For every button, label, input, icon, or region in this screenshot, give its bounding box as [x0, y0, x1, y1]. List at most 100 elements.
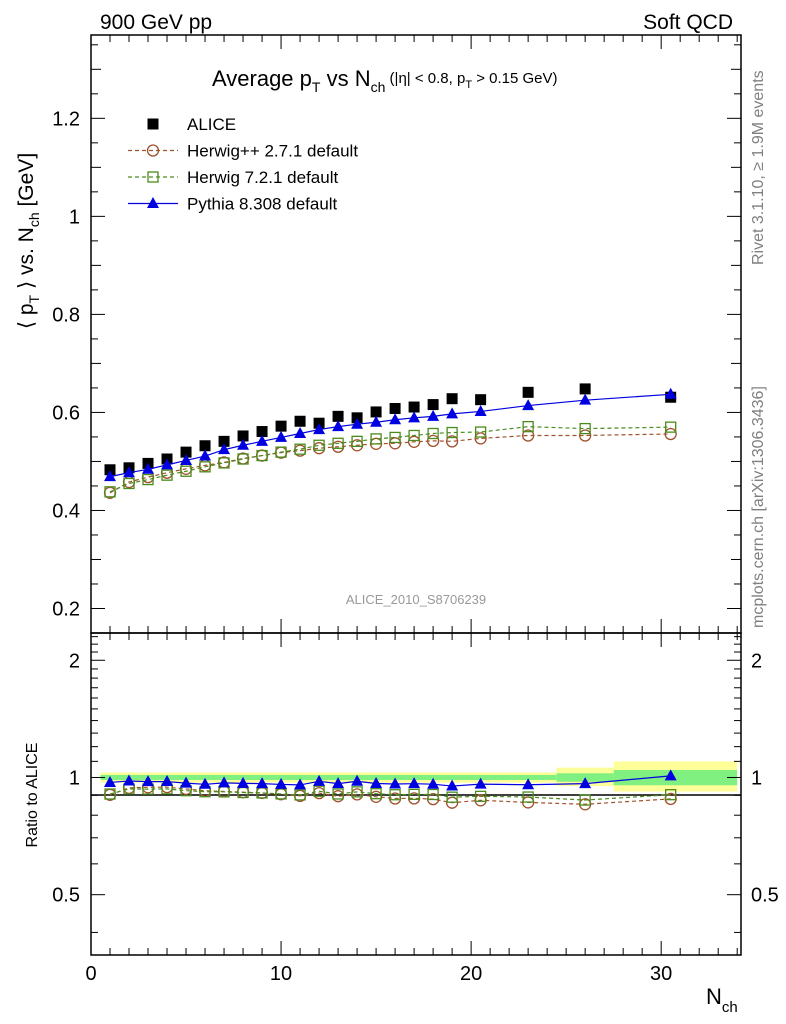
ratio-point-pythia-8-308-default — [579, 777, 592, 789]
title-sub-t: T — [312, 79, 321, 95]
data-point-herwig-7-2-1-default — [332, 437, 344, 449]
data-point-herwig-7-2-1-default — [313, 439, 325, 451]
data-point-herwig-2-7-1-default — [521, 429, 535, 442]
data-point-alice — [389, 403, 401, 415]
data-point-alice — [199, 440, 211, 452]
ratio-point-pythia-8-308-default — [408, 777, 421, 789]
axis-ticks — [90, 35, 741, 955]
tick-labels: 0 10 20 30 0.2 0.4 0.6 0.8 1 1.2 0.5 0.5 1 1 2 2 — [52, 108, 779, 985]
ratio-point-herwig-7-2-1-default — [579, 794, 591, 806]
data-point-herwig-7-2-1-default — [256, 449, 268, 462]
ratio-point-pythia-8-308-default — [237, 776, 250, 788]
data-point-pythia-8-308-default — [161, 458, 174, 470]
ratio-point-herwig-7-2-1-default — [522, 791, 534, 803]
mcplots-label: mcplots.cern.ch [arXiv:1306.3436] — [750, 386, 767, 628]
legend: ALICE Herwig++ 2.7.1 default Herwig 7.2.1 … — [128, 115, 358, 214]
data-point-herwig-7-2-1-default — [665, 421, 677, 433]
data-point-herwig-7-2-1-default — [446, 426, 458, 439]
data-point-pythia-8-308-default — [313, 423, 326, 435]
ratio-point-pythia-8-308-default — [104, 775, 117, 787]
ratio-point-pythia-8-308-default — [313, 774, 326, 786]
ratio-point-pythia-8-308-default — [389, 777, 402, 789]
ratio-point-herwig-7-2-1-default — [370, 788, 382, 800]
data-point-herwig-2-7-1-default — [426, 434, 440, 448]
ratio-point-herwig-7-2-1-default — [351, 786, 363, 798]
data-point-pythia-8-308-default — [522, 399, 535, 411]
title-cuts-b: > 0.15 GeV) — [472, 70, 557, 87]
data-point-alice — [275, 420, 287, 432]
data-point-pythia-8-308-default — [408, 411, 421, 423]
ylabel-c: [GeV] — [15, 153, 38, 213]
ylabel-a: ⟨ p — [15, 303, 38, 329]
data-point-pythia-8-308-default — [123, 466, 136, 478]
y-tick-label: 0.4 — [52, 500, 80, 522]
legend-marker-pythia-8-308-default — [147, 197, 159, 208]
ratio-line-herwig-7-2-1-default — [109, 788, 671, 801]
data-point-herwig-7-2-1-default — [237, 453, 249, 465]
data-point-pythia-8-308-default — [664, 387, 677, 399]
data-point-pythia-8-308-default — [275, 430, 288, 442]
data-point-alice — [104, 464, 116, 476]
data-point-herwig-2-7-1-default — [445, 435, 459, 448]
data-point-alice — [332, 410, 344, 422]
ratio-point-herwig-7-2-1-default — [446, 791, 458, 803]
ratio-point-pythia-8-308-default — [275, 777, 288, 789]
data-point-herwig-7-2-1-default — [389, 431, 401, 444]
data-point-pythia-8-308-default — [237, 438, 250, 450]
data-point-alice — [446, 393, 458, 405]
data-point-pythia-8-308-default — [294, 427, 307, 439]
y-tick-label: 0.6 — [52, 402, 80, 424]
data-point-herwig-7-2-1-default — [199, 461, 211, 473]
x-tick-label: 0 — [85, 963, 96, 985]
ratio-y-tick-label-right: 2 — [751, 650, 762, 672]
data-point-alice — [370, 406, 382, 418]
data-point-pythia-8-308-default — [256, 434, 269, 446]
data-point-herwig-7-2-1-default — [142, 473, 154, 486]
data-point-pythia-8-308-default — [579, 393, 592, 405]
data-point-herwig-2-7-1-default — [664, 427, 677, 441]
watermark: ALICE_2010_S8706239 — [346, 592, 486, 607]
plot-title: Average pT vs Nch (|η| < 0.8, pT > 0.15 … — [212, 66, 558, 95]
data-point-herwig-2-7-1-default — [474, 432, 487, 445]
ratio-point-pythia-8-308-default — [218, 776, 231, 788]
y-axis-label-ratio: Ratio to ALICE — [24, 743, 41, 848]
data-point-herwig-7-2-1-default — [275, 446, 287, 458]
ratio-point-pythia-8-308-default — [294, 778, 307, 790]
ratio-point-pythia-8-308-default — [199, 777, 212, 789]
header-left: 900 GeV pp — [100, 11, 212, 34]
data-point-herwig-7-2-1-default — [104, 486, 116, 498]
x-axis-label: Nch — [706, 984, 738, 1016]
ratio-point-herwig-7-2-1-default — [294, 789, 306, 801]
ratio-y-tick-label: 2 — [69, 650, 80, 672]
ratio-point-herwig-7-2-1-default — [665, 789, 677, 801]
data-point-herwig-7-2-1-default — [123, 477, 135, 490]
data-point-alice — [522, 386, 534, 398]
ratio-point-pythia-8-308-default — [370, 776, 383, 788]
data-point-alice — [256, 426, 268, 438]
series-line-herwig-2-7-1-default — [109, 433, 671, 494]
data-point-pythia-8-308-default — [474, 404, 487, 416]
ratio-point-pythia-8-308-default — [351, 774, 364, 786]
data-point-alice — [237, 430, 249, 442]
ratio-point-herwig-7-2-1-default — [332, 788, 344, 800]
data-point-alice — [475, 394, 487, 406]
data-point-alice — [408, 401, 420, 413]
data-point-herwig-7-2-1-default — [579, 422, 591, 435]
legend-marker-alice — [147, 118, 159, 130]
ratio-y-tick-label: 0.5 — [52, 885, 80, 907]
data-point-herwig-7-2-1-default — [474, 426, 487, 438]
ratio-point-pythia-8-308-default — [142, 775, 155, 787]
x-tick-label: 30 — [650, 963, 672, 985]
data-point-pythia-8-308-default — [427, 409, 440, 421]
legend-label-herwig-7-2-1-default: Herwig 7.2.1 default — [187, 168, 338, 187]
x-tick-label: 20 — [460, 963, 482, 985]
ratio-point-pythia-8-308-default — [332, 777, 345, 789]
data-point-herwig-7-2-1-default — [370, 433, 382, 445]
legend-label-alice: ALICE — [187, 115, 236, 134]
ratio-band-inner — [100, 774, 557, 781]
ratio-point-herwig-7-2-1-default — [104, 788, 116, 800]
ratio-series — [103, 769, 677, 811]
data-point-pythia-8-308-default — [332, 420, 345, 432]
ratio-point-herwig-7-2-1-default — [275, 788, 287, 800]
